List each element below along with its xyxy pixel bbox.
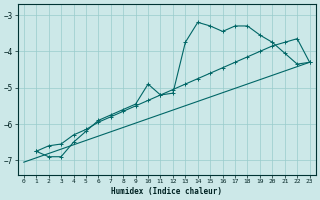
X-axis label: Humidex (Indice chaleur): Humidex (Indice chaleur) — [111, 187, 222, 196]
